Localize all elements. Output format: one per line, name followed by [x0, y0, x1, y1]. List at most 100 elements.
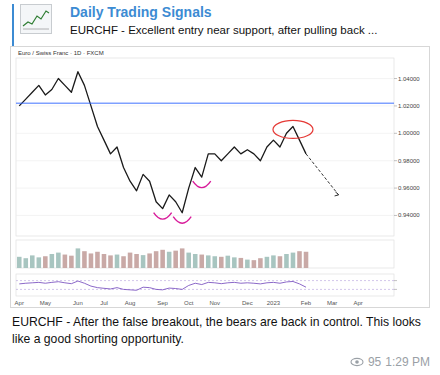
tick-mark [394, 289, 397, 290]
avatar-frame [21, 5, 52, 34]
volume-bar [102, 254, 107, 268]
volume-bar [82, 251, 87, 268]
y-tick-label: 1.02000 [398, 103, 420, 109]
volume-bar [173, 251, 178, 268]
pattern-arc [173, 217, 191, 224]
volume-bar [265, 257, 270, 268]
eye-outline [351, 358, 363, 365]
x-tick-label: Mar [327, 300, 337, 306]
x-tick-label: May [40, 300, 51, 306]
volume-bar [239, 258, 244, 268]
volume-bar [89, 253, 94, 268]
y-tick-label: 0.96000 [398, 185, 420, 191]
plot-frame [16, 274, 394, 296]
volume-bar [219, 257, 224, 268]
tick-mark [394, 105, 397, 106]
x-tick-label: Apr [15, 300, 24, 306]
x-tick-label: Nov [209, 300, 220, 306]
volume-bar [121, 256, 126, 268]
tick-mark [394, 215, 397, 216]
chart-title: Euro / Swiss Franc · 1D · FXCM [18, 50, 104, 56]
plot-frame [16, 58, 394, 236]
volume-bar [95, 252, 100, 268]
volume-bar [69, 256, 74, 268]
grid-line [16, 215, 394, 216]
pattern-arc [154, 213, 172, 220]
rsi-line [19, 281, 306, 290]
eye-pupil [355, 360, 359, 364]
grid-line [16, 78, 394, 79]
quote-bar [12, 4, 14, 46]
channel-avatar [20, 4, 52, 34]
tick-mark [394, 188, 397, 189]
volume-bar [278, 256, 283, 268]
views-count: 95 [368, 355, 381, 369]
avatar-icon [23, 29, 49, 30]
x-tick-label: Oct [184, 300, 194, 306]
x-tick-label: Apr [353, 300, 362, 306]
x-tick-label: Sep [157, 300, 168, 306]
false-breakout-ellipse [273, 120, 313, 138]
volume-bar [245, 260, 250, 268]
channel-name: Daily Trading Signals [70, 4, 212, 20]
volume-bar [167, 252, 172, 268]
volume-bar [284, 254, 289, 268]
volume-bar [271, 255, 276, 268]
volume-bar [226, 256, 231, 268]
volume-bar [291, 253, 296, 268]
volume-bar [258, 258, 263, 268]
volume-bar [297, 251, 302, 268]
x-tick-label: Jul [100, 300, 108, 306]
volume-bar [206, 255, 211, 268]
volume-bar [128, 253, 133, 268]
y-tick-label: 0.94000 [398, 212, 420, 218]
volume-bar [232, 257, 237, 268]
tick-mark [394, 78, 397, 79]
volume-bar [193, 254, 198, 268]
volume-bar [108, 255, 113, 268]
plot-area [17, 248, 308, 268]
preview-text: EURCHF - Excellent entry near support, a… [70, 24, 377, 36]
volume-bar [212, 256, 217, 268]
grid-line [16, 160, 394, 161]
avatar-icon [23, 11, 49, 26]
volume-bar [17, 257, 22, 268]
volume-bar [186, 253, 191, 268]
volume-bar [141, 255, 146, 268]
plot-area [16, 72, 394, 213]
volume-bar [160, 250, 165, 268]
volume-bar [115, 255, 120, 268]
message-time: 1:29 PM [385, 355, 430, 369]
volume-bar [37, 257, 42, 268]
tick-mark [394, 133, 397, 134]
volume-bar [56, 253, 61, 268]
x-tick-label: 2023 [267, 300, 281, 306]
volume-bar [199, 255, 204, 268]
volume-bar [154, 251, 159, 268]
x-tick-label: Feb [301, 300, 312, 306]
x-tick-label: Jun [73, 300, 83, 306]
x-tick-label: Dec [242, 300, 253, 306]
volume-bar [76, 248, 81, 268]
grid-line [16, 105, 394, 106]
resistance-line [16, 103, 394, 104]
message-text: EURCHF - After the false breakout, the b… [12, 314, 432, 348]
grid-line [16, 133, 394, 134]
volume-bar [252, 260, 257, 268]
message-meta: 95 1:29 PM [350, 355, 430, 369]
chart-image: Euro / Swiss Franc · 1D · FXCM 0.94000 0.9… [10, 46, 430, 308]
y-tick-label: 1.04000 [398, 76, 420, 82]
pattern-arc [193, 181, 211, 188]
views-icon [350, 357, 364, 367]
y-tick-label: 0.98000 [398, 158, 420, 164]
volume-bar [63, 255, 68, 268]
volume-bar [30, 255, 35, 268]
volume-bar [43, 256, 48, 268]
volume-bar [23, 258, 28, 268]
price-line [19, 72, 306, 213]
volume-bar [180, 248, 185, 268]
plot-frame [16, 240, 394, 268]
volume-bar [50, 254, 55, 268]
projection-arrowhead [335, 192, 339, 196]
tick-mark [394, 160, 397, 161]
